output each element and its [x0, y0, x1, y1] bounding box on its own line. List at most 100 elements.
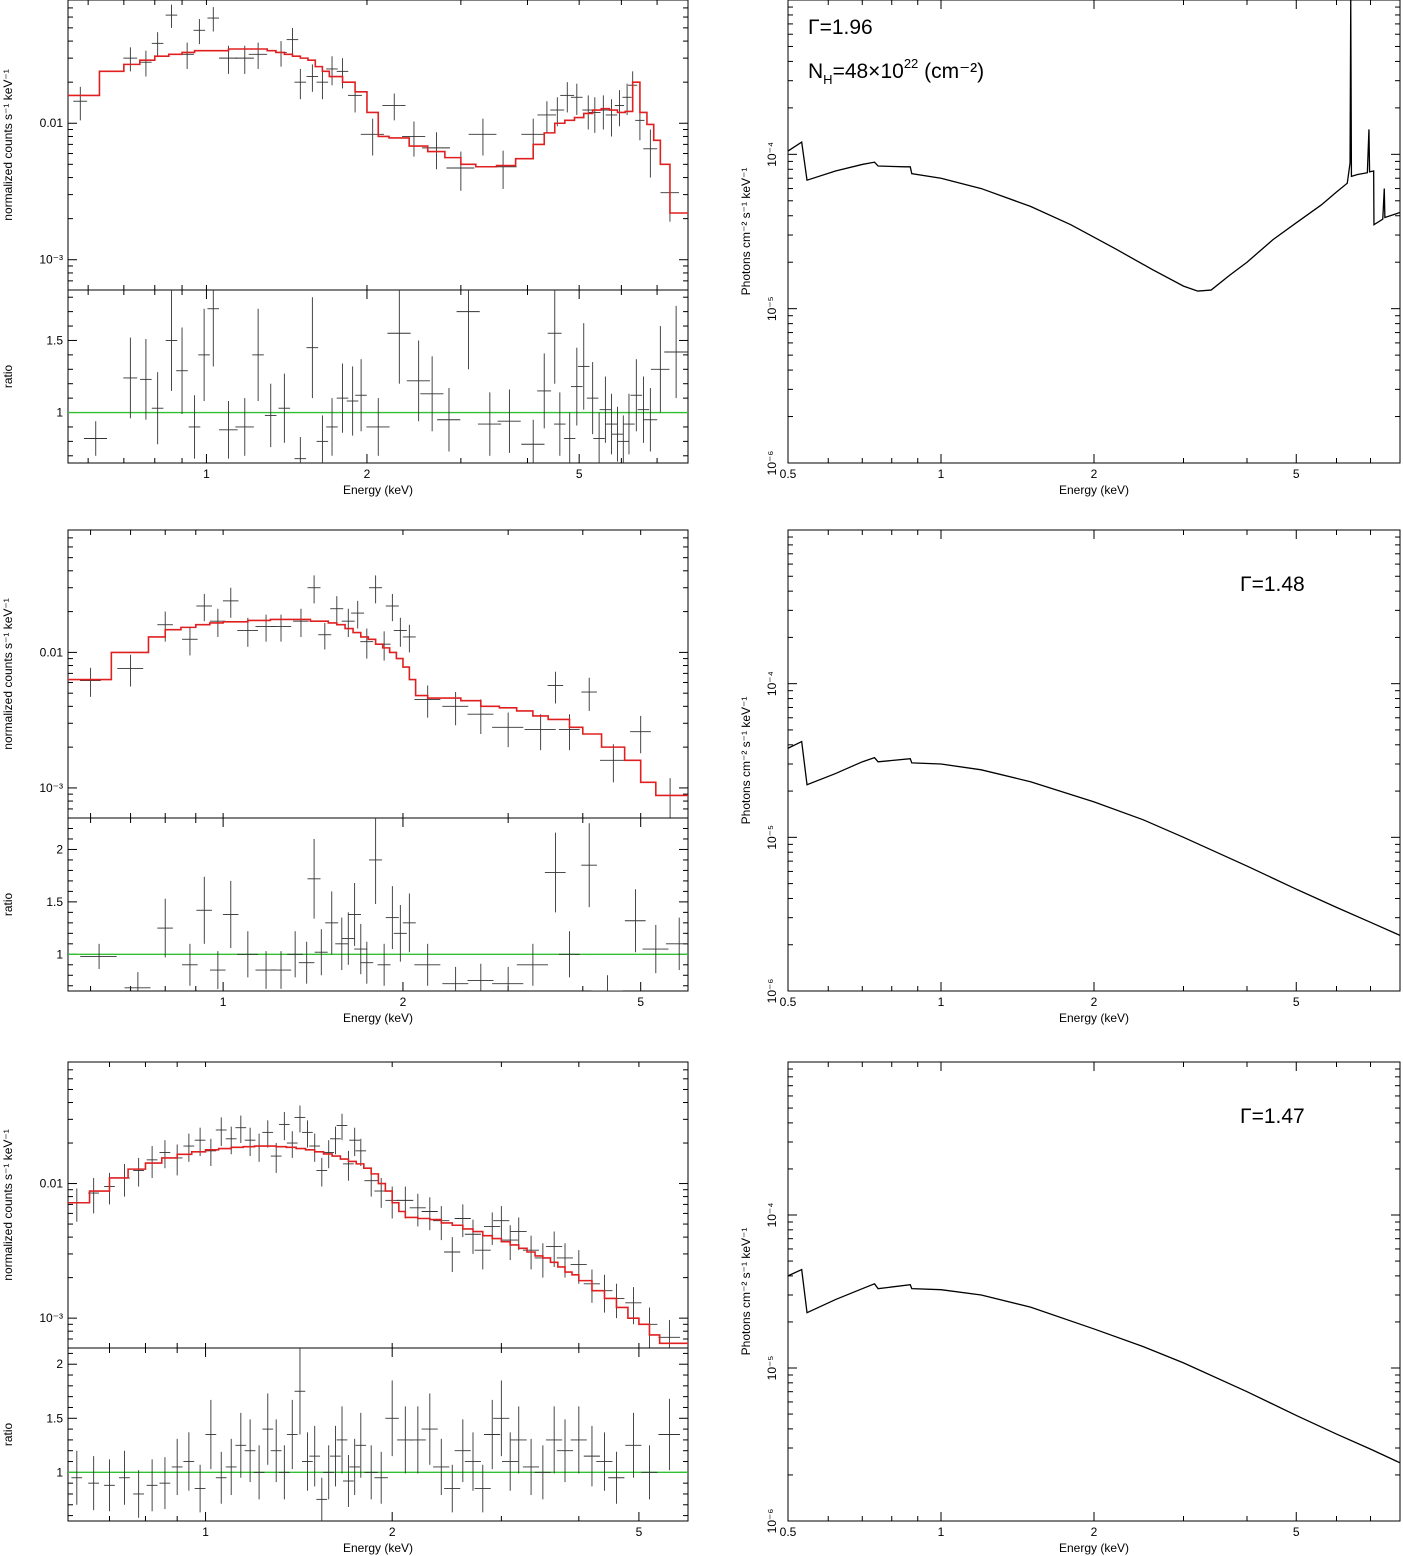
y-axis-label: normalized counts s⁻¹ keV⁻¹ — [1, 1129, 15, 1280]
y-tick-label: 0.01 — [40, 116, 64, 130]
data-point — [422, 132, 450, 170]
data-point — [196, 593, 212, 622]
data-point — [88, 1456, 99, 1511]
data-point — [560, 82, 575, 113]
y-tick-label: 10⁻⁶ — [765, 979, 779, 1004]
panel-ratio_2: 1 1.5 2 1 2 5 Energy (keV) ratio — [1, 817, 689, 1025]
data-point — [665, 917, 688, 971]
data-point — [342, 1455, 354, 1507]
y-tick-label: 10⁻⁶ — [765, 1509, 779, 1534]
plot-frame — [67, 817, 689, 992]
data-point — [617, 415, 630, 463]
data-point — [278, 373, 291, 443]
data-point — [225, 1126, 237, 1155]
data-point — [656, 778, 683, 818]
data-point — [298, 941, 315, 984]
data-point — [209, 951, 226, 989]
y-axis-label: Photons cm⁻² s⁻¹ keV⁻¹ — [739, 168, 753, 296]
data-point — [341, 608, 355, 637]
data-point — [492, 966, 524, 991]
x-tick-label: 5 — [636, 1525, 643, 1539]
data-point — [80, 943, 117, 969]
data-point — [124, 972, 151, 991]
data-point — [307, 838, 321, 919]
data-point — [581, 677, 597, 711]
data-point — [235, 1115, 247, 1144]
data-point — [614, 90, 625, 127]
data-point — [316, 1157, 328, 1187]
data-point — [591, 975, 623, 991]
data-point — [488, 150, 517, 189]
panel-model_1: 10⁻⁴ 10⁻⁵ 10⁻⁶ 0.5 1 2 5 Energy (keV) Photons cm… — [739, 0, 1401, 497]
data-point — [244, 1419, 256, 1483]
y-tick-label: 10⁻⁶ — [765, 451, 779, 476]
panel-ratio_1: 1 1.5 1 2 5 Energy (keV) ratio — [1, 289, 689, 497]
data-point — [456, 290, 480, 370]
x-axis-label: Energy (keV) — [1059, 483, 1129, 497]
data-point — [286, 1131, 298, 1158]
data-point — [464, 1219, 481, 1254]
y-tick-label: 10⁻³ — [39, 253, 63, 267]
column-density-label: NH=48×1022 (cm⁻²) — [808, 56, 984, 87]
y-tick-label: 10⁻⁵ — [765, 825, 779, 850]
model-step-line — [68, 48, 688, 214]
column-density-main: N — [808, 60, 823, 83]
data-point — [235, 45, 254, 74]
data-point — [157, 898, 173, 958]
y-tick-label: 10⁻⁴ — [765, 1203, 779, 1228]
data-point — [493, 1206, 510, 1241]
data-point — [336, 1113, 348, 1141]
data-point — [215, 1117, 227, 1147]
data-point — [643, 388, 658, 452]
model-step-line — [68, 1145, 688, 1345]
column-density-tail: (cm⁻²) — [918, 60, 984, 83]
data-point — [123, 337, 138, 419]
data-point — [464, 1432, 481, 1491]
photon-index-label: Γ=1.47 — [1240, 1105, 1305, 1128]
data-point — [421, 1197, 438, 1231]
data-point — [642, 924, 669, 974]
data-point — [286, 27, 299, 55]
data-point — [336, 58, 349, 89]
data-point — [336, 1406, 348, 1474]
data-point — [468, 118, 497, 156]
data-point — [326, 56, 338, 86]
data-point — [180, 42, 194, 69]
data-point — [402, 121, 426, 157]
data-point — [323, 1445, 335, 1500]
data-point — [83, 421, 108, 456]
data-point — [194, 1464, 206, 1513]
data-point — [133, 1157, 144, 1187]
data-point — [270, 1419, 282, 1483]
data-point — [146, 1459, 158, 1512]
data-point — [409, 1406, 426, 1474]
data-point — [484, 1212, 501, 1245]
data-point — [262, 1120, 274, 1148]
model-spectrum-line — [788, 0, 1400, 292]
panel-counts_3: 0.01 10⁻³ normalized counts s⁻¹ keV⁻¹ — [1, 1061, 689, 1349]
x-tick-label: 1 — [220, 995, 227, 1009]
model-spectrum-line — [788, 1268, 1400, 1464]
x-tick-label: 2 — [1091, 467, 1098, 481]
x-axis-label: Energy (keV) — [343, 1011, 413, 1025]
data-point — [537, 353, 552, 429]
y-tick-label: 10⁻⁵ — [765, 1356, 779, 1381]
data-point — [377, 631, 391, 661]
data-point — [183, 1432, 195, 1491]
data-point — [207, 290, 220, 367]
data-point — [596, 1432, 613, 1491]
data-point — [493, 1380, 510, 1457]
data-point — [510, 1406, 527, 1474]
data-point — [608, 1451, 625, 1504]
x-tick-label: 2 — [1091, 1525, 1098, 1539]
y-axis-label: ratio — [1, 1423, 15, 1447]
data-point — [605, 393, 618, 455]
data-point — [294, 68, 307, 100]
y-axis-label: normalized counts s⁻¹ keV⁻¹ — [1, 69, 15, 220]
data-point — [306, 297, 319, 399]
data-point — [497, 389, 521, 453]
data-point — [366, 398, 390, 456]
y-tick-label: 10⁻⁴ — [765, 671, 779, 696]
y-tick-label: 10⁻⁵ — [765, 296, 779, 321]
data-point — [171, 1144, 183, 1176]
